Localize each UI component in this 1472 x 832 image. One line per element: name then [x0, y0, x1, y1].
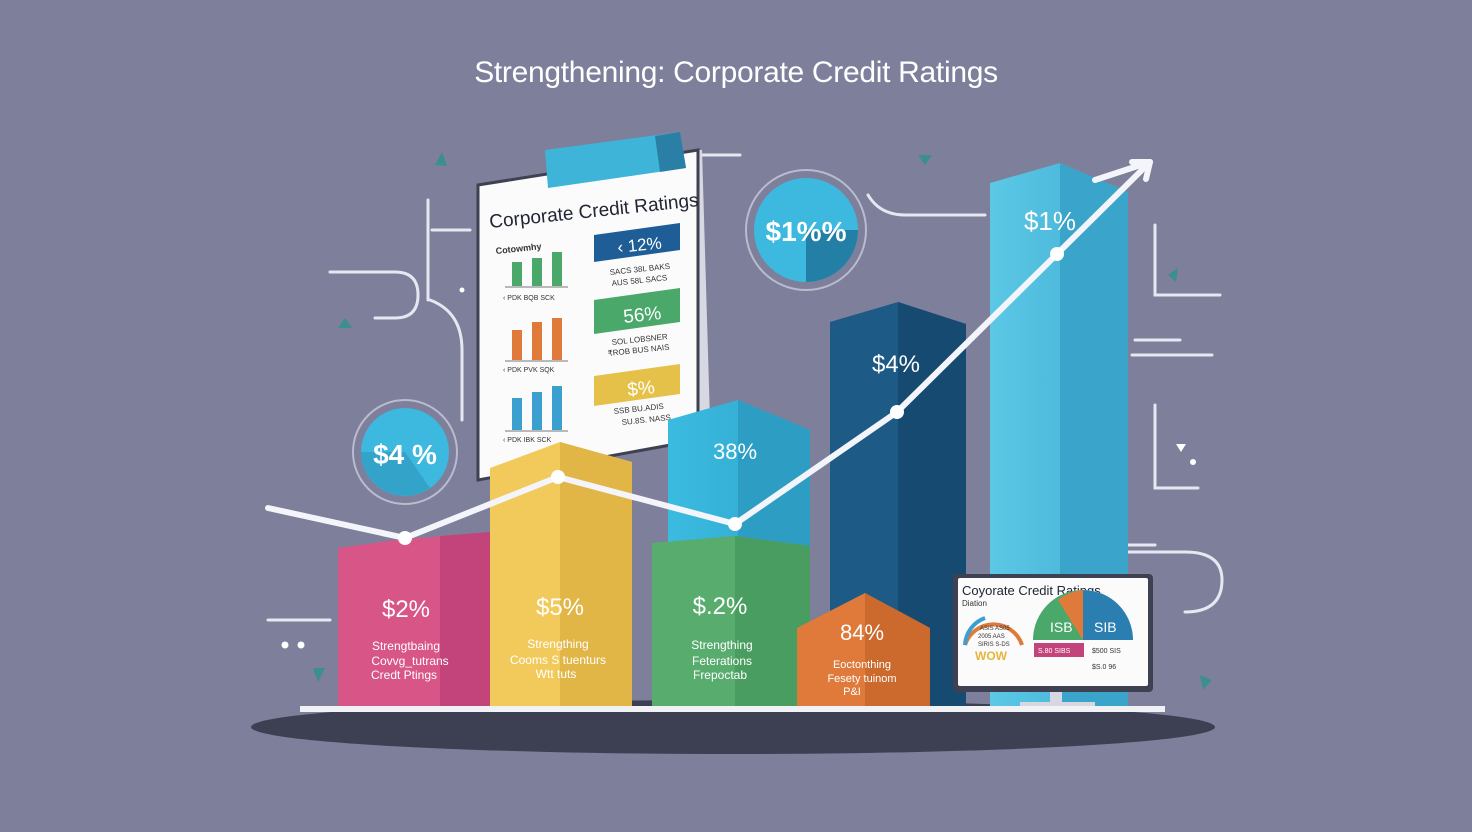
- bar-orange-value: 84%: [840, 620, 884, 645]
- bubble-right-label: $1%%: [766, 216, 847, 247]
- bar-pink-caption-3: Credt Ptings: [371, 668, 437, 682]
- trend-point: [890, 405, 904, 419]
- bar-orange-caption-2: Fesety tuinom: [827, 673, 896, 685]
- trend-point: [398, 531, 412, 545]
- mini-chart-label-1: ‹ PDK BQB SCK: [503, 295, 555, 302]
- label-text: ASIS AS05: [980, 626, 1010, 632]
- label-text: $%: [626, 377, 656, 401]
- trend-line: [265, 159, 1153, 545]
- bar-orange-caption-1: Eoctonthing: [833, 659, 891, 671]
- bar-yellow-caption-1: Strengthing: [527, 637, 588, 651]
- label-text: 2005 AAS: [978, 634, 1005, 640]
- monitor-gauge-left: ISB: [1050, 619, 1073, 635]
- clipboard-subtitle: Cotowmhy: [495, 241, 542, 256]
- platform-top: [300, 706, 1165, 712]
- monitor-gauge-right: SIB: [1094, 619, 1117, 635]
- mini-chart-label-2: ‹ PDK PVK SQK: [503, 367, 555, 374]
- bar-navy-value: $4%: [872, 351, 920, 378]
- ratings-monitor: Coyorate Credit Ratings Diation ASIS AS0…: [953, 574, 1153, 706]
- credit-ratings-clipboard: Corporate Credit Ratings Cotowmhy ‹ PDK …: [476, 132, 710, 482]
- bar-pink-value: $2%: [382, 596, 430, 623]
- trend-point: [728, 517, 742, 531]
- bar-orange: 84% Eoctonthing Fesety tuinom P&I: [797, 593, 930, 706]
- bar-pink-caption-1: Strengtbaing: [372, 639, 440, 653]
- bar-yellow-value: $5%: [536, 594, 584, 621]
- percent-bubble-right: $1%%: [745, 169, 867, 291]
- label-text: $S.0 96: [1092, 664, 1116, 671]
- clipboard-stat-1: ‹ 12% SACS 38L BAKS AUS 58L SACS: [594, 223, 680, 288]
- platform-shadow: [251, 700, 1215, 754]
- page-title: Strengthening: Corporate Credit Ratings: [474, 56, 998, 89]
- bar-pink-caption-2: Covvg_tutrans: [371, 654, 448, 668]
- label-text: S.80 SIBS: [1038, 648, 1071, 655]
- bar-green-caption-1: Strengthing: [691, 638, 752, 652]
- bar-green-caption-2: Feterations: [692, 654, 752, 668]
- bar-light-blue-value: $1%: [1024, 206, 1076, 236]
- mini-bar-chart-blue: ‹ PDK IBK SCK: [503, 386, 568, 444]
- decorative-dots: [281, 287, 1196, 649]
- bar-yellow-caption-2: Cooms S tuenturs: [510, 653, 606, 667]
- bar-teal-value: 38%: [713, 439, 757, 464]
- bar-pink: $2% Strengtbaing Covvg_tutrans Credt Pti…: [338, 532, 490, 706]
- bar-yellow: $5% Strengthing Cooms S tuenturs Wtt tut…: [490, 442, 632, 706]
- label-text: 56%: [622, 303, 662, 328]
- trend-point: [1050, 247, 1064, 261]
- mini-bar-chart-orange: ‹ PDK PVK SQK: [503, 318, 568, 374]
- mini-chart-label-3: ‹ PDK IBK SCK: [503, 437, 552, 444]
- label-text: SIRIS S-DS: [978, 642, 1010, 648]
- bar-light-blue: $1%: [990, 163, 1128, 706]
- monitor-wow: WOW: [975, 649, 1008, 663]
- bar-orange-caption-3: P&I: [843, 686, 861, 698]
- decorative-triangles: [313, 152, 1212, 690]
- bar-yellow-caption-3: Wtt tuts: [536, 667, 577, 681]
- bar-green: $.2% Strengthing Feterations Frepoctab: [652, 536, 810, 706]
- bar-green-caption-3: Frepoctab: [693, 668, 747, 682]
- bar-green-value: $.2%: [693, 593, 748, 620]
- mini-bar-chart-green: ‹ PDK BQB SCK: [503, 252, 568, 302]
- clipboard-stat-2: 56% SOL LOBSNER ₹ROB BUS NAIS: [594, 288, 680, 358]
- percent-bubble-left: $4 %: [352, 399, 458, 505]
- label-text: ‹ 12%: [616, 233, 662, 257]
- bubble-left-label: $4 %: [373, 439, 437, 470]
- label-text: $500 SIS: [1092, 648, 1121, 655]
- monitor-subtitle: Diation: [962, 599, 987, 608]
- trend-point: [551, 470, 565, 484]
